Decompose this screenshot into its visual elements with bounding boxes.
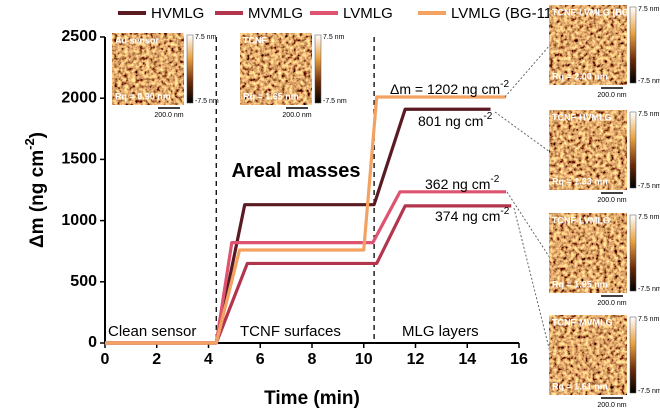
afm-title: Au sensor: [115, 35, 160, 45]
annotation-text: Δm = 1202 ng cm: [390, 81, 500, 97]
annotation-text: 362 ng cm: [425, 176, 490, 192]
afm-image: [549, 213, 627, 293]
x-tick-label: 4: [204, 351, 213, 368]
legend-label: LVMLG (BG-11): [451, 5, 557, 22]
afm-scale-max: 7.5 nm: [638, 316, 660, 323]
afm-title: TCNF-HVMLG: [552, 112, 612, 122]
connector: [504, 44, 551, 98]
afm-scale-max: 7.5 nm: [638, 6, 660, 13]
x-tick-label: 8: [308, 351, 317, 368]
afm-scale-bar-label: 200.0 nm: [597, 402, 626, 409]
annotation-sup: -2: [490, 174, 499, 185]
x-tick-label: 16: [510, 351, 528, 368]
y-axis-label: Δm (ng cm-2): [22, 132, 48, 248]
afm-scale-min: -7.5 nm: [638, 78, 660, 85]
y-tick-label: 1000: [61, 212, 97, 229]
annotation-text: 801 ng cm: [418, 113, 483, 129]
phase-label: Clean sensor: [108, 323, 196, 340]
afm-image: [112, 33, 184, 105]
y-tick-label: 2500: [61, 28, 97, 45]
y-axis-label-end: ): [27, 132, 48, 138]
afm-rq: Rq = 2.00 nm: [552, 71, 608, 81]
afm-rq: Rq = 0.90 nm: [115, 91, 171, 101]
afm-colorbar: [629, 316, 637, 394]
phase-label: TCNF surfaces: [240, 323, 341, 340]
y-tick-label: 2000: [61, 89, 97, 106]
afm-rq: Rq = 1.61 nm: [552, 381, 608, 391]
x-tick-label: 14: [458, 351, 476, 368]
afm-scale-min: -7.5 nm: [638, 183, 660, 190]
afm-rq: Rq = 1.33 nm: [552, 176, 608, 186]
legend-label: LVMLG: [343, 5, 393, 22]
afm-title: TCNF-LVMLG: [552, 215, 610, 225]
afm-image: [549, 110, 627, 190]
y-tick-label: 1500: [61, 151, 97, 168]
x-tick-label: 12: [407, 351, 425, 368]
x-tick-label: 2: [152, 351, 161, 368]
afm-colorbar: [314, 34, 322, 104]
annotation: Δm = 1202 ng cm-2: [390, 79, 509, 97]
x-tick-label: 0: [101, 351, 110, 368]
afm-colorbar: [186, 34, 194, 104]
afm-scale-max: 7.5 nm: [195, 34, 217, 41]
series-line: [105, 107, 491, 345]
y-tick-label: 500: [70, 273, 97, 290]
afm-scale-min: -7.5 nm: [638, 286, 660, 293]
afm-scale-min: -7.5 nm: [323, 98, 347, 105]
y-axis-label-text: Δm (ng cm: [27, 150, 48, 248]
annotation-text: Areal masses: [232, 160, 361, 182]
annotation-text: 374 ng cm: [435, 208, 500, 224]
y-tick-label: 0: [88, 334, 97, 351]
annotation: 374 ng cm-2: [435, 206, 510, 224]
afm-title: TCNF-LVMLG (BG-11): [552, 7, 644, 17]
x-tick-label: 10: [355, 351, 373, 368]
annotation-sup: -2: [483, 111, 492, 122]
afm-scale-bar-label: 200.0 nm: [597, 92, 626, 99]
x-tick-label: 6: [256, 351, 265, 368]
afm-scale-bar-label: 200.0 nm: [597, 300, 626, 307]
afm-scale-max: 7.5 nm: [638, 214, 660, 221]
annotation: 801 ng cm-2: [418, 111, 493, 129]
afm-title: TCNF: [243, 35, 267, 45]
afm-colorbar: [629, 214, 637, 292]
connector: [513, 207, 551, 353]
annotation-sup: -2: [500, 206, 509, 217]
legend-label: MVMLG: [248, 5, 303, 22]
afm-image: [549, 315, 627, 395]
annotation: 362 ng cm-2: [425, 174, 500, 192]
afm-title: TCNF-MVMLG: [552, 317, 613, 327]
afm-scale-max: 7.5 nm: [323, 34, 345, 41]
afm-image: [240, 33, 312, 105]
afm-rq: Rq = 1.95 nm: [552, 279, 608, 289]
afm-image: [549, 5, 627, 85]
afm-colorbar: [629, 111, 637, 189]
connector: [506, 191, 551, 259]
afm-scale-min: -7.5 nm: [638, 388, 660, 395]
afm-scale-bar-label: 200.0 nm: [597, 197, 626, 204]
legend-label: HVMLG: [151, 5, 204, 22]
annotation: Areal masses: [232, 160, 361, 182]
annotation-sup: -2: [500, 79, 509, 90]
afm-rq: Rq = 1.65 nm: [243, 91, 299, 101]
y-axis-label-sup: -2: [22, 138, 37, 150]
phase-label: MLG layers: [402, 323, 479, 340]
x-axis-label: Time (min): [264, 388, 360, 409]
afm-scale-bar-label: 200.0 nm: [282, 112, 311, 119]
afm-scale-bar-label: 200.0 nm: [154, 112, 183, 119]
connector: [494, 111, 551, 153]
afm-scale-min: -7.5 nm: [195, 98, 219, 105]
series-line: [105, 95, 507, 345]
afm-colorbar: [629, 6, 637, 84]
afm-scale-max: 7.5 nm: [638, 111, 660, 118]
